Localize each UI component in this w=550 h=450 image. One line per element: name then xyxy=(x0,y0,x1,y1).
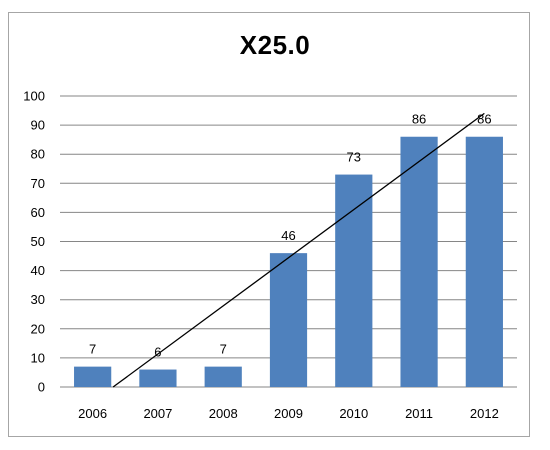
y-tick-label: 20 xyxy=(31,321,45,336)
x-tick-label: 2009 xyxy=(274,406,303,421)
trendline-layer xyxy=(112,112,485,388)
y-tick-label: 70 xyxy=(31,176,45,191)
bar-2011 xyxy=(400,136,438,387)
y-tick-label: 40 xyxy=(31,263,45,278)
y-tick-label: 60 xyxy=(31,205,45,220)
data-label: 46 xyxy=(281,228,295,243)
x-tick-label: 2008 xyxy=(209,406,238,421)
y-tick-label: 80 xyxy=(31,147,45,162)
bar-2010 xyxy=(335,174,373,387)
x-tick-label: 2006 xyxy=(78,406,107,421)
data-label: 73 xyxy=(347,150,361,165)
x-tick-label: 2011 xyxy=(405,406,433,421)
x-tick-label: 2012 xyxy=(470,406,499,421)
x-tick-label: 2010 xyxy=(339,406,368,421)
trendline xyxy=(112,112,485,388)
chart-title: X25.0 xyxy=(239,30,311,60)
chart-frame xyxy=(8,12,530,437)
x-axis-ticks: 2006 2007 2008 2009 2010 2011 2012 xyxy=(78,406,499,421)
data-label: 86 xyxy=(477,112,491,127)
bar-2008 xyxy=(204,366,242,387)
x-tick-label: 2007 xyxy=(143,406,172,421)
bar-2012 xyxy=(465,136,503,387)
data-labels: 7 6 7 46 73 86 86 xyxy=(89,112,492,360)
data-label: 7 xyxy=(89,342,96,357)
y-tick-label: 100 xyxy=(23,89,45,104)
bars xyxy=(74,136,503,387)
data-label: 7 xyxy=(220,342,227,357)
grid-lines xyxy=(60,95,517,388)
y-tick-label: 10 xyxy=(31,350,45,365)
y-axis-ticks: 0 10 20 30 40 50 60 70 80 90 100 xyxy=(23,89,45,395)
bar-2007 xyxy=(139,369,177,387)
data-label: 86 xyxy=(412,112,426,127)
y-tick-label: 0 xyxy=(38,380,45,395)
bar-2009 xyxy=(269,253,308,387)
y-tick-label: 90 xyxy=(31,118,45,133)
y-tick-label: 30 xyxy=(31,292,45,307)
data-label: 6 xyxy=(154,345,161,360)
y-tick-label: 50 xyxy=(31,234,45,249)
bar-2006 xyxy=(74,366,112,387)
